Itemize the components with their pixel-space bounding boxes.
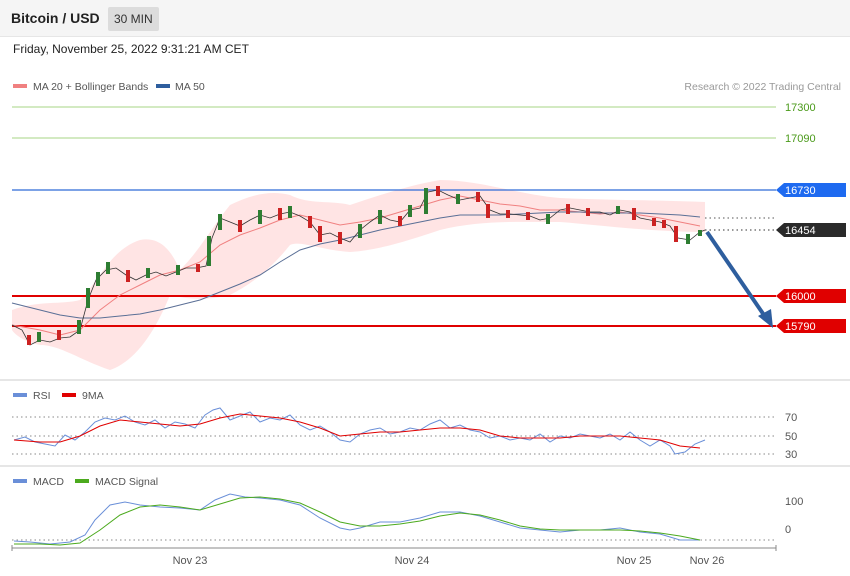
- level-label-15790: 15790: [785, 321, 816, 333]
- macd-signal-legend-label: MACD Signal: [95, 476, 158, 488]
- level-tag-16730: [776, 183, 846, 197]
- macd-label-100: 100: [785, 496, 803, 508]
- macd-legend-label: MACD: [33, 476, 64, 488]
- credit-text: Research © 2022 Trading Central: [684, 81, 841, 93]
- current-price-tag: [776, 223, 846, 237]
- legend-label-ma20: MA 20 + Bollinger Bands: [33, 81, 148, 93]
- x-tick-label: Nov 26: [690, 555, 725, 567]
- rsi-legend-label: RSI: [33, 390, 51, 402]
- current-price-label: 16454: [785, 225, 816, 237]
- legend-swatch-ma50: [156, 84, 170, 88]
- macd-line: [13, 493, 700, 545]
- level-label-16000: 16000: [785, 291, 816, 303]
- x-tick-label: Nov 23: [173, 555, 208, 567]
- macd-legend: MACD MACD Signal: [13, 476, 158, 488]
- candlesticks: [11, 186, 706, 346]
- level-tag-16000: [776, 289, 846, 303]
- bollinger-bands: [12, 180, 705, 370]
- timeframe-button[interactable]: 30 MIN: [108, 7, 159, 31]
- legend-swatch-ma20: [13, 84, 27, 88]
- level-label-16730: 16730: [785, 185, 816, 197]
- chart-datetime: Friday, November 25, 2022 9:31:21 AM CET: [13, 42, 249, 56]
- rsi-label-30: 30: [785, 449, 797, 461]
- rsi-ma-line: [13, 413, 701, 449]
- level-label-17300: 17300: [785, 102, 816, 114]
- chart-header: Bitcoin / USD 30 MIN: [0, 0, 850, 37]
- rsi-label-50: 50: [785, 431, 797, 443]
- macd-signal-line: [14, 496, 701, 546]
- x-tick-label: Nov 25: [617, 555, 652, 567]
- rsi-line: [13, 407, 706, 455]
- rsi-label-70: 70: [785, 412, 797, 424]
- macd-label-0: 0: [785, 524, 791, 536]
- rsi-legend: RSI 9MA: [13, 390, 104, 402]
- instrument-title: Bitcoin / USD: [11, 10, 100, 26]
- rsi-ma-legend-label: 9MA: [82, 390, 104, 402]
- main-legend: MA 20 + Bollinger Bands MA 50: [13, 81, 205, 93]
- level-label-17090: 17090: [785, 133, 816, 145]
- x-tick-label: Nov 24: [395, 555, 430, 567]
- forecast-arrow: [705, 230, 773, 328]
- level-tag-15790: [776, 319, 846, 333]
- legend-label-ma50: MA 50: [175, 81, 205, 93]
